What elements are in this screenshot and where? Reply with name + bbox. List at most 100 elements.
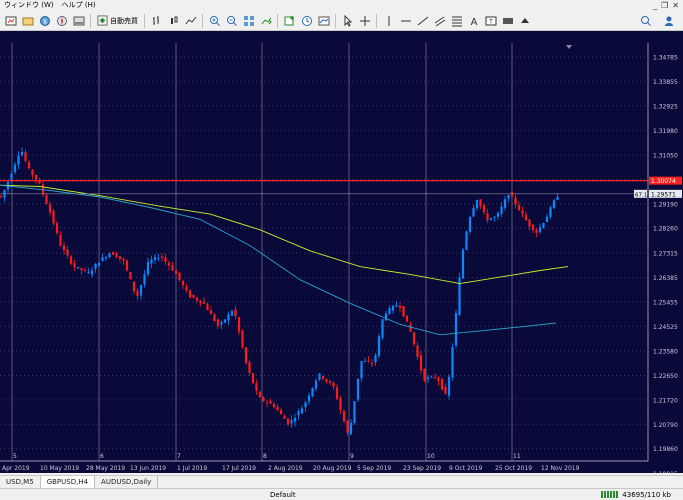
menu-help[interactable]: ヘルプ (H): [61, 1, 96, 9]
bear-candle: [409, 324, 412, 332]
bull-candle: [97, 262, 101, 267]
price-axis-label: 1.19860: [653, 446, 678, 453]
window-controls: _ ❐ ✕: [653, 0, 683, 11]
toolbar-separator: [277, 13, 278, 28]
bull-candle: [94, 263, 97, 269]
auto-scroll-icon[interactable]: [258, 13, 273, 28]
trendline-icon[interactable]: [415, 13, 430, 28]
crosshair-icon[interactable]: [357, 13, 372, 28]
bull-candle: [10, 173, 13, 182]
bull-candle: [545, 216, 549, 223]
tab-audusd-daily[interactable]: AUDUSD,Daily: [95, 475, 159, 488]
bear-candle: [206, 304, 209, 311]
bull-candle: [503, 199, 507, 208]
close-icon[interactable]: ✕: [672, 1, 679, 10]
bear-candle: [59, 234, 62, 246]
candle-chart-icon[interactable]: [166, 13, 181, 28]
bar-chart-icon[interactable]: [149, 13, 164, 28]
connection-bars-icon: [601, 491, 620, 498]
label-icon[interactable]: T: [483, 13, 498, 28]
price-chart[interactable]: 1.347851.338551.329251.319801.310501.301…: [0, 43, 683, 473]
minimize-icon[interactable]: _: [653, 1, 658, 10]
date-axis-label: 9 Oct 2019: [449, 465, 482, 472]
bear-candle: [269, 401, 272, 404]
bull-candle: [90, 270, 94, 275]
price-axis-label: 1.25455: [653, 299, 678, 306]
bear-candle: [332, 382, 335, 387]
horizontal-line-icon[interactable]: [398, 13, 413, 28]
auto-trade-button[interactable]: 自動売買: [94, 13, 141, 28]
chart-area[interactable]: 1.347851.338551.329251.319801.310501.301…: [0, 43, 683, 473]
bear-candle: [188, 290, 192, 298]
vertical-line-icon[interactable]: [381, 13, 396, 28]
terminal-icon[interactable]: [71, 13, 86, 28]
fibo-icon[interactable]: [449, 13, 464, 28]
bear-candle: [174, 270, 178, 274]
chart-shift-marker-icon[interactable]: [566, 45, 572, 49]
bear-candle: [346, 420, 349, 433]
bear-candle: [416, 345, 419, 357]
cursor-icon[interactable]: [340, 13, 355, 28]
line-chart-icon[interactable]: [183, 13, 198, 28]
bull-candle: [300, 408, 304, 414]
arrows-icon[interactable]: [517, 13, 532, 28]
bull-candle: [311, 387, 314, 397]
market-watch-icon[interactable]: $: [37, 13, 52, 28]
bear-candle: [83, 270, 87, 272]
zoom-out-icon[interactable]: [224, 13, 239, 28]
bull-candle: [454, 312, 458, 346]
bull-candle: [17, 155, 20, 165]
bear-candle: [41, 184, 45, 195]
bear-candle: [423, 368, 426, 381]
tab-usd-m5[interactable]: USD,M5: [0, 475, 41, 488]
menu-window[interactable]: ウィンドウ (W): [4, 1, 54, 9]
bull-candle: [496, 212, 500, 217]
new-chart-icon[interactable]: [3, 13, 18, 28]
templates-icon[interactable]: [316, 13, 331, 28]
bear-candle: [412, 332, 416, 345]
status-bar: Default 43695/110 kb: [0, 488, 683, 500]
text-icon[interactable]: A: [466, 13, 481, 28]
tile-windows-icon[interactable]: [241, 13, 256, 28]
bear-candle: [521, 210, 524, 214]
restore-icon[interactable]: ❐: [661, 1, 669, 10]
bull-candle: [307, 395, 311, 402]
date-axis-label: 25 Oct 2019: [495, 465, 532, 472]
period-separator-label: 7: [177, 453, 181, 460]
account-icon[interactable]: [661, 13, 676, 28]
date-axis-label: 23 Sep 2019: [403, 465, 441, 472]
bear-candle: [528, 219, 531, 227]
horizontal-line-price-tag: [649, 176, 682, 185]
zoom-in-icon[interactable]: [207, 13, 222, 28]
bear-candle: [178, 272, 181, 280]
channel-icon[interactable]: [432, 13, 447, 28]
profile-name: Default: [270, 490, 296, 499]
rectangle-icon[interactable]: [500, 13, 515, 28]
price-axis-label: 1.28260: [653, 226, 678, 233]
period-separator-label: 11: [513, 453, 521, 460]
bull-candle: [391, 305, 395, 311]
bear-candle: [118, 256, 122, 259]
search-icon[interactable]: [638, 13, 653, 28]
bull-candle: [101, 257, 104, 261]
bear-candle: [524, 214, 528, 221]
fast-moving-average: [0, 184, 557, 336]
bull-candle: [356, 378, 360, 400]
bull-candle: [157, 258, 160, 260]
navigator-icon[interactable]: [54, 13, 69, 28]
toolbar: $ 自動売買 A T: [0, 11, 683, 31]
chart-top-strip: [0, 31, 683, 43]
indicators-icon[interactable]: [282, 13, 297, 28]
tab-gbpusd-h4[interactable]: GBPUSD,H4: [40, 475, 96, 488]
bull-candle: [384, 313, 388, 321]
auto-trade-label: 自動売買: [110, 16, 138, 25]
price-axis-label: 1.31050: [653, 153, 678, 160]
bear-candle: [209, 310, 213, 315]
price-axis-label: 1.23580: [653, 349, 678, 356]
bear-candle: [125, 260, 129, 271]
bull-candle: [143, 274, 146, 285]
period-icon[interactable]: [299, 13, 314, 28]
profiles-icon[interactable]: [20, 13, 35, 28]
bull-candle: [297, 411, 300, 416]
bull-candle: [353, 401, 356, 423]
